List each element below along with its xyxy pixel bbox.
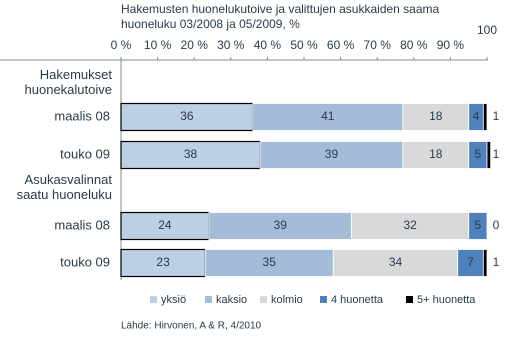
data-label: 5 [475, 218, 482, 232]
x-tick-label: 0 % [111, 38, 132, 52]
legend-label: yksiö [161, 294, 186, 306]
legend-swatch [320, 296, 327, 303]
data-label: 32 [403, 218, 417, 232]
data-label: 1 [493, 255, 500, 269]
data-label: 1 [493, 147, 500, 161]
data-label: 7 [467, 255, 474, 269]
chart-title: Hakemusten huonelukutoive ja valittujen … [121, 2, 440, 16]
x-tick-label: 50 % [290, 38, 318, 52]
y-tick-label: maalis 08 [54, 108, 110, 123]
group-label: Asukasvalinnat saatu huoneluku [16, 172, 112, 202]
data-label: 39 [274, 218, 288, 232]
data-label: 23 [156, 255, 170, 269]
data-label: 36 [180, 109, 194, 123]
bar-segment [351, 212, 470, 240]
data-label: 39 [325, 147, 339, 161]
legend-label: 5+ huonetta [417, 294, 476, 306]
data-label: 34 [389, 255, 403, 269]
data-label: 0 [493, 218, 500, 232]
data-label: 35 [263, 255, 277, 269]
data-label: 1 [493, 109, 500, 123]
chart-title: huoneluku 03/2008 ja 05/2009, % [121, 17, 300, 31]
legend-swatch [260, 296, 267, 303]
legend-label: kolmio [271, 294, 303, 306]
legend-label: kaksio [216, 294, 247, 306]
data-label: 5 [475, 147, 482, 161]
bar-segment [252, 103, 404, 131]
bar-segment [402, 141, 470, 169]
data-label: 24 [158, 218, 172, 232]
bar-segment [120, 211, 210, 241]
y-tick-label: touko 09 [60, 146, 110, 161]
legend-label: 4 huonetta [331, 294, 384, 306]
data-label: 41 [321, 109, 335, 123]
x-tick-label: 20 % [181, 38, 209, 52]
x-tick-label: 90 % [437, 38, 465, 52]
x-tick-label: 100 [477, 23, 497, 37]
bar-segment [120, 140, 261, 170]
bar-segment [482, 249, 488, 277]
x-tick-label: 80 % [400, 38, 428, 52]
bar-segment [259, 141, 404, 169]
x-tick-label: 40 % [254, 38, 282, 52]
bar-segment [208, 212, 352, 240]
x-tick-label: 70 % [364, 38, 392, 52]
y-tick-label: maalis 08 [54, 217, 110, 232]
bar-segment [486, 141, 492, 169]
data-label: 18 [429, 147, 443, 161]
legend-swatch [150, 296, 157, 303]
bar-segment [120, 102, 254, 132]
source: Lähde: Hirvonen, A & R, 4/2010 [121, 321, 262, 332]
x-tick-label: 10 % [144, 38, 172, 52]
bar-segment [332, 249, 459, 277]
data-label: 4 [473, 109, 480, 123]
legend-swatch [205, 296, 212, 303]
data-label: 38 [184, 147, 198, 161]
data-label: 18 [429, 109, 443, 123]
x-tick-label: 30 % [217, 38, 245, 52]
y-tick-label: touko 09 [60, 254, 110, 269]
x-tick-label: 60 % [327, 38, 355, 52]
legend-swatch [406, 296, 413, 303]
bar-segment [468, 212, 488, 240]
group-label: Hakemukset huonekalutoive [24, 67, 112, 97]
bar-segment [482, 103, 488, 131]
